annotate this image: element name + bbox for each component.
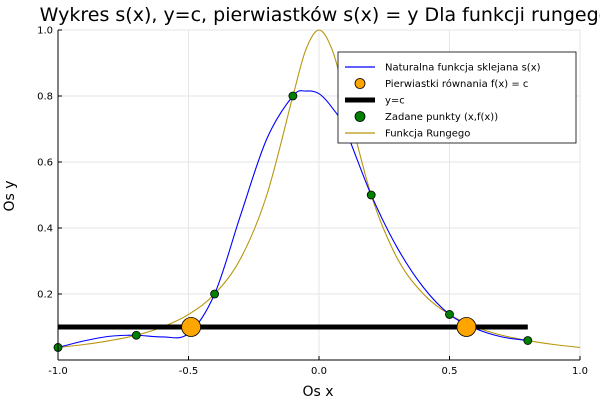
y-tick-label: 0.4 bbox=[37, 224, 53, 235]
given-point bbox=[523, 336, 533, 345]
given-point bbox=[288, 91, 298, 101]
legend-entry: Naturalna funkcja sklejana s(x) bbox=[385, 63, 541, 74]
y-tick-label: 0.2 bbox=[37, 290, 53, 301]
y-tick-label: 0.8 bbox=[37, 92, 53, 103]
legend-swatch bbox=[354, 78, 366, 89]
y-tick-label: 1.0 bbox=[37, 26, 53, 37]
legend-entry: Pierwiastki równania f(x) = c bbox=[385, 78, 528, 90]
chart-title: Wykres s(x), y=c, pierwiastków s(x) = y … bbox=[40, 4, 600, 26]
root-point bbox=[456, 317, 477, 337]
x-tick-label: 0.0 bbox=[311, 366, 327, 377]
legend-box bbox=[337, 51, 577, 144]
x-tick-label: 0.5 bbox=[442, 366, 458, 377]
x-axis-label: Os x bbox=[302, 384, 333, 400]
legend-entry: Funkcja Rungego bbox=[385, 129, 470, 140]
given-point bbox=[366, 190, 376, 200]
legend-entry: Zadane punkty (x,f(x)) bbox=[385, 112, 498, 123]
plot-area bbox=[53, 29, 581, 352]
legend: Naturalna funkcja sklejana s(x) Pierwiast… bbox=[337, 51, 577, 144]
ticks: -1.0 -0.5 0.0 0.5 1.0 0.2 0.4 0.6 0.8 1.0 bbox=[37, 26, 588, 378]
series-line-naturalna-funkcja-sklejana-s-x bbox=[57, 90, 528, 348]
given-point bbox=[445, 310, 454, 319]
x-tick-label: 1.0 bbox=[572, 366, 588, 377]
legend-swatch bbox=[354, 111, 366, 122]
x-tick-label: -1.0 bbox=[48, 366, 68, 377]
x-tick-label: -0.5 bbox=[179, 366, 199, 377]
legend-entry: y=c bbox=[385, 96, 405, 107]
given-point bbox=[210, 289, 220, 299]
y-axis-label: Os y bbox=[2, 180, 18, 211]
given-point bbox=[131, 330, 141, 340]
y-tick-label: 0.6 bbox=[37, 158, 53, 169]
root-point bbox=[181, 317, 202, 337]
